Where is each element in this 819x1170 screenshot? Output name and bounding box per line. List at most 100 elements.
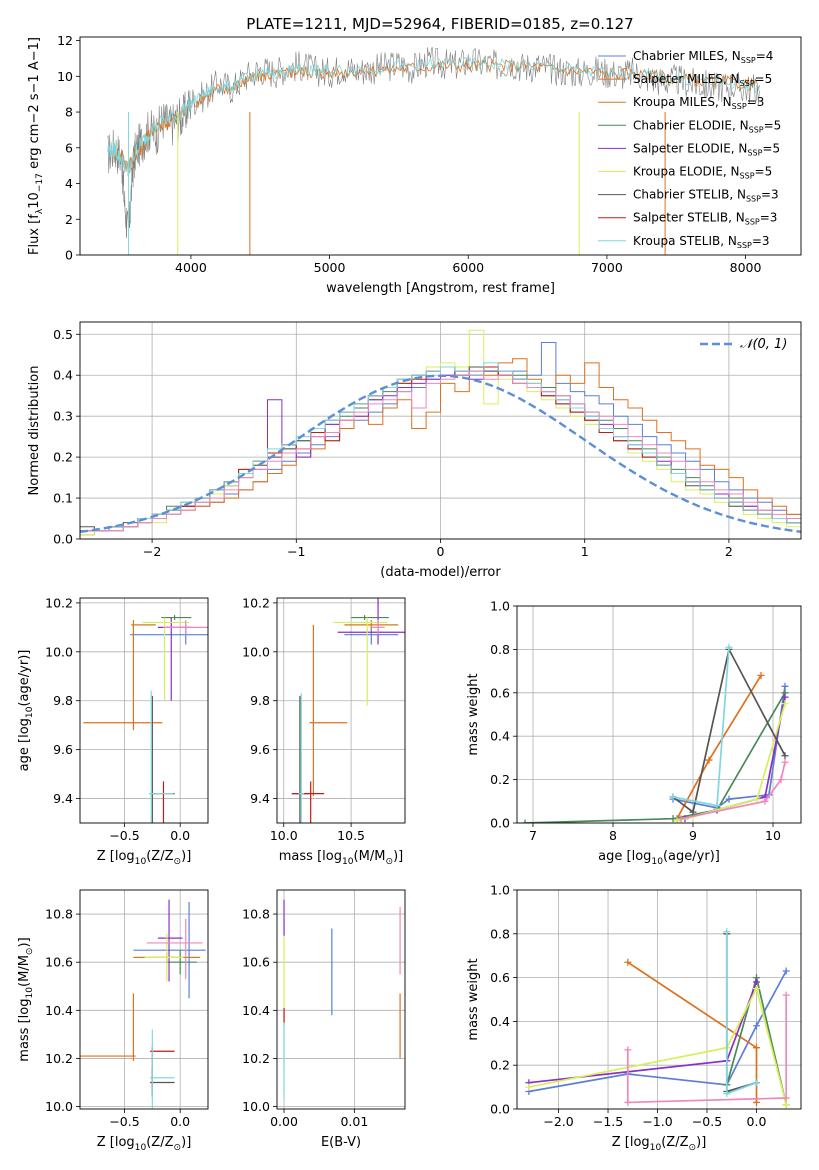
weight-series [680, 762, 786, 820]
y-tick-label: 10.4 [45, 1003, 73, 1018]
weight-point [757, 671, 765, 679]
label-part: (age/yr)] [17, 650, 32, 707]
y-tick-label: 10.0 [242, 644, 270, 659]
legend-entry: Kroupa STELIB, NSSP=3 [633, 234, 770, 250]
label-part: s [27, 93, 42, 104]
axes-frame [79, 321, 802, 540]
weight-point [752, 1079, 760, 1087]
x-tick-label: −0.5 [692, 1114, 722, 1129]
label-part: 10 [25, 706, 35, 718]
legend-entry: Chabrier MILES, NSSP=4 [633, 49, 773, 65]
legend-entry: Chabrier ELODIE, NSSP=5 [633, 118, 781, 134]
y-tick-label: 10.6 [242, 955, 270, 970]
label-part: 10 [650, 1143, 662, 1153]
weight-point [752, 978, 760, 986]
x-tick-label: 0.00 [270, 1114, 298, 1129]
y-axis-label: mass weight [466, 673, 481, 755]
spectrum-chart: 4000 5000 6000 7000 8000 0 2 4 6 8 10 12 wavelength … [27, 33, 802, 296]
weight-point [781, 693, 789, 701]
x-tick-label: 8 [609, 828, 617, 843]
y-tick-label: 9.8 [53, 693, 73, 708]
weight-point [723, 928, 731, 936]
x-tick-label: 4000 [175, 260, 207, 275]
weight-point [777, 776, 785, 784]
weight-point [723, 1090, 731, 1098]
age_vs_Z-chart: −0.5 0.09.49.69.810.010.2Z [log10(Z/Z⊙)]a… [17, 595, 209, 867]
label-part: )] [17, 937, 32, 947]
residual_histogram-chart: −2 −1 0 1 2 0.0 0.1 0.2 0.3 0.4 0.5 (data-model)/er… [27, 321, 802, 580]
y-tick-label: 12 [57, 33, 73, 48]
x-tick-label: 1 [581, 544, 589, 559]
y-tick-label: 0.2 [490, 772, 510, 787]
x-tick-label: 0.0 [170, 828, 190, 843]
axes-frame [79, 889, 209, 1110]
label-part: age [log [17, 718, 32, 771]
x-tick-label: 0.0 [170, 1114, 190, 1129]
y-axis-label: age [log10(age/yr)] [17, 650, 35, 772]
label-part: (M/M [354, 849, 386, 864]
x-tick-label: 10.0 [270, 828, 298, 843]
mass_vs_Z-plot-area [80, 899, 206, 1109]
x-tick-label: 10 [765, 828, 781, 843]
label-part: −1 [27, 74, 42, 93]
label-part: 10 [27, 192, 42, 209]
label-part: mass [log [279, 849, 342, 864]
spectrum-legend: Chabrier MILES, NSSP=4 Salpeter MILES, NS… [598, 49, 781, 250]
x-axis-label: (data-model)/error [380, 565, 501, 580]
y-tick-label: 0.5 [53, 327, 73, 342]
y-tick-label: 10.2 [45, 1051, 73, 1066]
weight-point [781, 752, 789, 760]
weight-point [677, 815, 685, 823]
weight-point [521, 819, 529, 823]
y-tick-label: 6 [65, 140, 73, 155]
y-tick-label: 0.6 [490, 970, 510, 985]
y-tick-label: 0.4 [490, 1014, 510, 1029]
y-tick-label: 10.8 [242, 907, 270, 922]
legend-entry: Kroupa MILES, NSSP=3 [633, 95, 764, 111]
label-part: A [27, 61, 42, 74]
label-part: )] [696, 1135, 706, 1150]
y-axis-label: Normed distribution [27, 366, 42, 496]
label-part: ⊙ [25, 947, 35, 955]
label-part: (Z/Z [146, 1135, 173, 1150]
histogram-series [80, 362, 801, 539]
weight-point [752, 1044, 760, 1052]
y-tick-label: 0.3 [53, 409, 73, 424]
y-tick-label: 0.8 [490, 926, 510, 941]
y-tick-label: 1.0 [490, 883, 510, 898]
y-tick-label: 9.4 [53, 791, 73, 806]
x-axis-label: wavelength [Angstrom, rest frame] [326, 281, 555, 296]
y-tick-label: 0.2 [490, 1058, 510, 1073]
x-axis-label: Z [log10(Z/Z⊙)] [97, 1135, 192, 1153]
legend-entry: Kroupa ELODIE, NSSP=5 [633, 165, 772, 181]
label-part: age [log [598, 849, 651, 864]
spectrum-plot-area [107, 47, 760, 255]
histogram-series [80, 358, 801, 539]
x-tick-label: −2 [143, 544, 161, 559]
y-tick-label: 9.6 [250, 742, 270, 757]
x-tick-label: 8000 [730, 260, 762, 275]
x-tick-label: 0.01 [340, 1114, 368, 1129]
weight-point [782, 967, 790, 975]
y-tick-label: 4 [65, 176, 73, 191]
weight-point [525, 1083, 533, 1091]
x-tick-label: −0.5 [109, 828, 139, 843]
weight-point [752, 1022, 760, 1030]
axes-frame [276, 889, 406, 1110]
y-tick-label: 9.4 [250, 791, 270, 806]
weight-point [624, 958, 632, 966]
label-part: 10 [651, 857, 663, 867]
age_vs_Z-plot-area [83, 615, 208, 823]
x-tick-label: −2.0 [543, 1114, 573, 1129]
label-part: Z [log [97, 1135, 135, 1150]
weight-point [782, 1094, 790, 1102]
x-tick-label: 0 [437, 544, 445, 559]
x-tick-label: −1.5 [593, 1114, 623, 1129]
y-tick-label: 0 [65, 248, 73, 263]
y-tick-label: 9.8 [250, 693, 270, 708]
y-tick-label: 10.2 [242, 1051, 270, 1066]
x-axis-label: age [log10(age/yr)] [598, 849, 720, 867]
legend-entry: Chabrier STELIB, NSSP=3 [633, 188, 779, 204]
